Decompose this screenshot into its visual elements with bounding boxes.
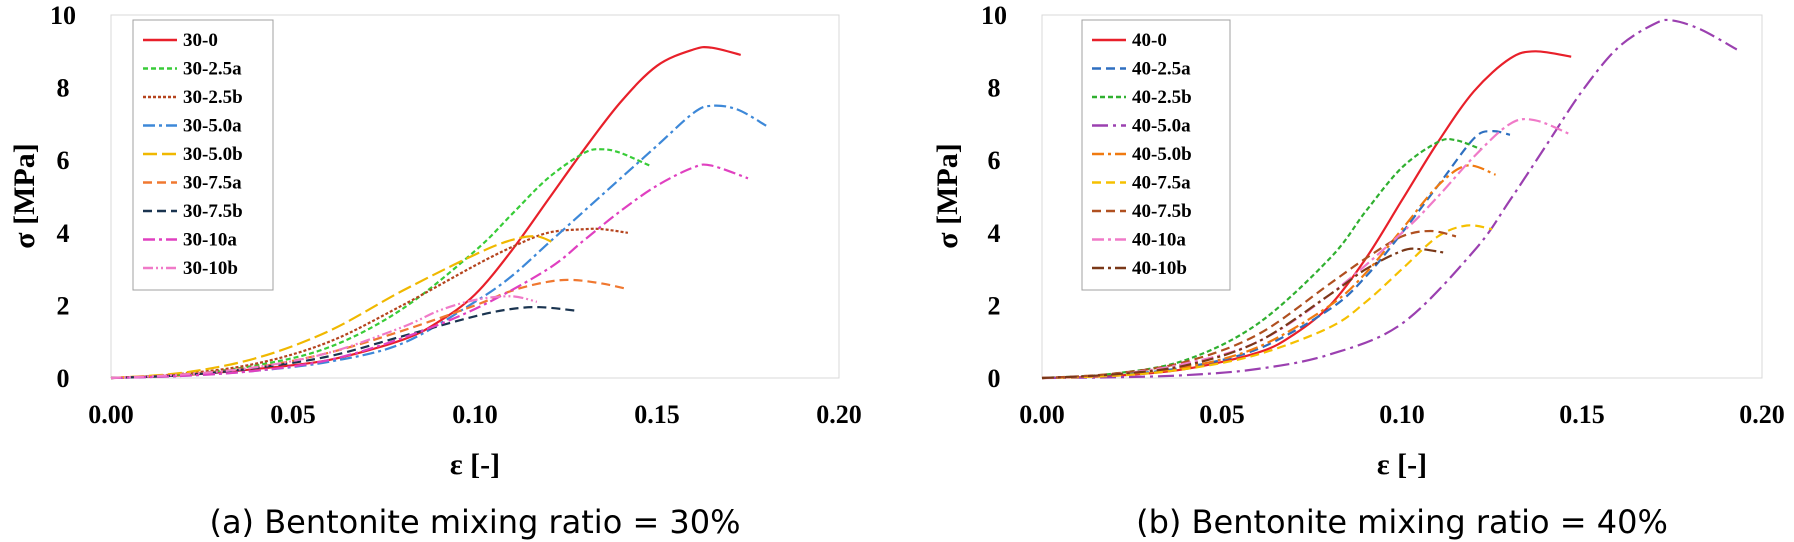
y-tick-labels-a: 0 2 4 6 8 10 [50,1,76,393]
legend-label-40-0: 40-0 [1132,30,1167,51]
y-tick-label: 8 [988,74,1001,103]
y-tick-label: 2 [988,291,1001,320]
y-tick-labels-b: 0 2 4 6 8 10 [981,1,1007,393]
x-tick-label: 0.10 [452,400,498,429]
series-line-30-0 [110,45,741,380]
x-tick-label: 0.20 [816,400,862,429]
y-axis-title-a: σ [MPa] [8,143,41,248]
legend-label-30-5.0b: 30-5.0b [183,144,243,165]
legend-label-30-5.0a: 30-5.0a [183,116,242,137]
y-tick-label: 2 [57,291,70,320]
series-line-30-2.5a [110,148,651,380]
series-line-40-7.5b [1041,229,1457,380]
series-group-a [110,45,767,380]
series-line-40-10b [1041,247,1446,380]
legend-b: 40-0 40-2.5a 40-2.5b 40-5.0a 40-5.0b 40-7.5a 4… [1081,19,1231,291]
legend-label-30-10a: 30-10a [183,230,237,251]
y-tick-label: 10 [50,1,76,30]
panel-b: 0 2 4 6 8 10 0.00 0.05 0.10 0.15 0.20 ε [-] σ [MP… [931,1,1785,541]
legend-box-b [1081,19,1231,291]
legend-label-30-0: 30-0 [183,30,218,51]
legend-label-40-5.0a: 40-5.0a [1132,116,1191,137]
x-tick-label: 0.15 [1559,400,1605,429]
legend-label-30-2.5a: 30-2.5a [183,59,242,80]
y-tick-label: 0 [988,364,1001,393]
legend-label-30-7.5a: 30-7.5a [183,173,242,194]
legend-label-30-10b: 30-10b [183,258,238,279]
legend-label-30-7.5b: 30-7.5b [183,201,243,222]
legend-label-40-7.5b: 40-7.5b [1132,201,1192,222]
y-axis-title-b: σ [MPa] [931,143,964,248]
legend-label-30-2.5b: 30-2.5b [183,87,243,108]
x-tick-label: 0.15 [634,400,680,429]
series-line-30-5.0b [110,235,556,380]
legend-label-40-2.5b: 40-2.5b [1132,87,1192,108]
x-tick-label: 0.00 [1019,400,1065,429]
series-line-40-10a [1041,117,1572,380]
legend-label-40-7.5a: 40-7.5a [1132,173,1191,194]
series-line-30-10b [110,295,538,380]
y-tick-label: 6 [988,146,1001,175]
caption-b: (b) Bentonite mixing ratio = 40% [1136,503,1668,541]
legend-label-40-5.0b: 40-5.0b [1132,144,1192,165]
series-line-40-5.0a [1041,18,1738,380]
x-tick-label: 0.00 [88,400,134,429]
panel-a: 0 2 4 6 8 10 0.00 0.05 0.10 0.15 0.20 ε [-] σ [MP… [8,1,862,541]
caption-a: (a) Bentonite mixing ratio = 30% [209,503,740,541]
legend-label-40-10b: 40-10b [1132,258,1187,279]
y-tick-label: 0 [57,364,70,393]
series-line-30-7.5b [110,306,578,380]
x-tick-labels-b: 0.00 0.05 0.10 0.15 0.20 [1019,400,1785,429]
legend-a: 30-0 30-2.5a 30-2.5b 30-5.0a 30-5.0b 30-7.5a 3… [132,19,274,291]
x-tick-label: 0.05 [1199,400,1245,429]
series-group-b [1041,18,1738,380]
series-line-30-10a [110,163,749,380]
legend-label-40-2.5a: 40-2.5a [1132,59,1191,80]
x-tick-labels-a: 0.00 0.05 0.10 0.15 0.20 [88,400,862,429]
y-tick-label: 6 [57,146,70,175]
series-line-30-2.5b [110,227,629,380]
x-axis-title-a: ε [-] [450,448,500,481]
x-axis-title-b: ε [-] [1377,448,1427,481]
x-tick-label: 0.20 [1739,400,1785,429]
x-tick-label: 0.05 [270,400,316,429]
legend-label-40-10a: 40-10a [1132,230,1186,251]
y-tick-label: 10 [981,1,1007,30]
y-tick-label: 4 [57,219,70,248]
y-tick-label: 4 [988,219,1001,248]
series-line-40-7.5a [1041,224,1493,380]
x-tick-label: 0.10 [1379,400,1425,429]
y-tick-label: 8 [57,74,70,103]
